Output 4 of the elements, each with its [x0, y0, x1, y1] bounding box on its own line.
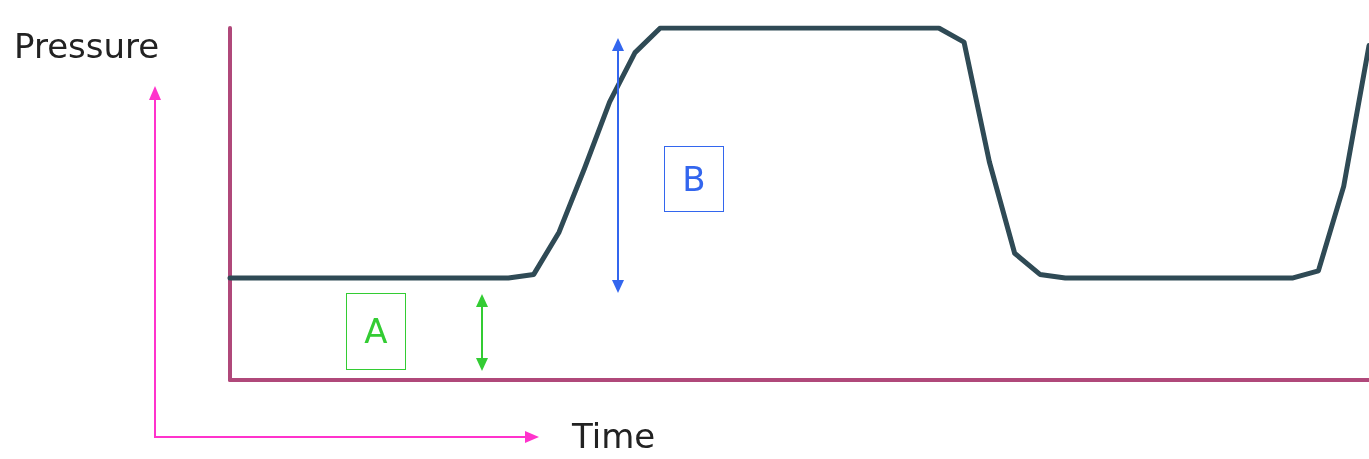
annotation: A — [346, 293, 406, 370]
annotation: B — [664, 146, 724, 212]
x-axis-title: Time — [572, 416, 656, 456]
y-axis-title: Pressure — [14, 26, 160, 66]
